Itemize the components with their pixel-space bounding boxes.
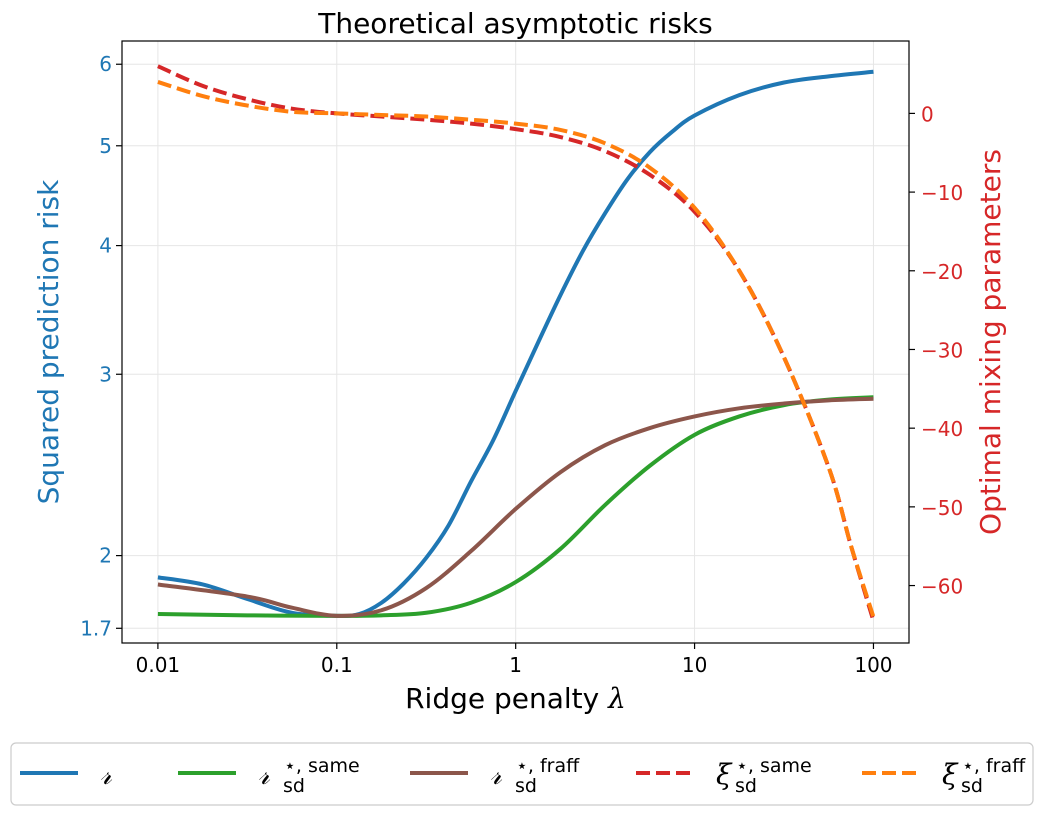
y-tick-label: 3 <box>99 362 112 386</box>
series-line-xi-same <box>157 64 876 622</box>
x-tick-label: 100 <box>854 653 892 677</box>
legend-symbol: 𝓇 <box>490 758 503 791</box>
x-tick-label: 1 <box>509 653 522 677</box>
y-tick-label: 5 <box>99 134 112 158</box>
legend-item-r: 𝓇 <box>20 758 113 791</box>
x-axis-title-text: Ridge penalty <box>405 682 608 715</box>
legend-superscript: ⋆, fraff <box>962 755 1026 777</box>
gridlines <box>122 41 909 643</box>
legend-subscript: sd <box>735 775 757 797</box>
series-line-xi-fraff <box>157 80 876 618</box>
legend-symbol: ξ <box>942 758 959 791</box>
legend-frame <box>10 742 1034 806</box>
y2-tick-label: −50 <box>921 496 963 520</box>
legend-symbol: 𝓇 <box>100 758 113 791</box>
legend-superscript: ⋆, same <box>736 755 812 777</box>
x-tick-label: 0.1 <box>321 653 353 677</box>
x-axis-title-symbol: λ <box>607 682 626 715</box>
x-tick-label: 0.01 <box>136 653 181 677</box>
y2-tick-label: −10 <box>921 181 963 205</box>
y2-tick-label: −60 <box>921 575 963 599</box>
chart-title: Theoretical asymptotic risks <box>317 7 713 40</box>
legend-superscript: ⋆, same <box>284 755 360 777</box>
y-tick-label: 4 <box>99 234 112 258</box>
legend-subscript: sd <box>283 775 305 797</box>
y2-tick-label: −30 <box>921 338 963 362</box>
x-tick-label: 10 <box>682 653 707 677</box>
y2-tick-label: 0 <box>921 102 934 126</box>
legend-symbol: ξ <box>716 758 733 791</box>
y-tick-label: 6 <box>99 52 112 76</box>
y-tick-label: 1.7 <box>80 616 112 640</box>
legend-subscript: sd <box>515 775 537 797</box>
legend-superscript: ⋆, fraff <box>516 755 580 777</box>
axis-ticks: 0.01 0.1 1 10 100 1.7 2 3 4 5 6 0 −10 −20 −30 −40 −50 −60 <box>80 52 963 677</box>
y-axis-title-left: Squared prediction risk <box>32 179 65 505</box>
y2-tick-label: −20 <box>921 260 963 284</box>
x-axis-title: Ridge penalty λ <box>405 682 626 715</box>
y-axis-title-right: Optimal mixing parameters <box>974 149 1007 535</box>
series-layer <box>157 64 876 622</box>
y-tick-label: 2 <box>99 544 112 568</box>
legend-subscript: sd <box>961 775 983 797</box>
series-line-r-fraff <box>157 396 874 618</box>
legend-symbol: 𝓇 <box>258 758 271 791</box>
y2-tick-label: −40 <box>921 417 963 441</box>
